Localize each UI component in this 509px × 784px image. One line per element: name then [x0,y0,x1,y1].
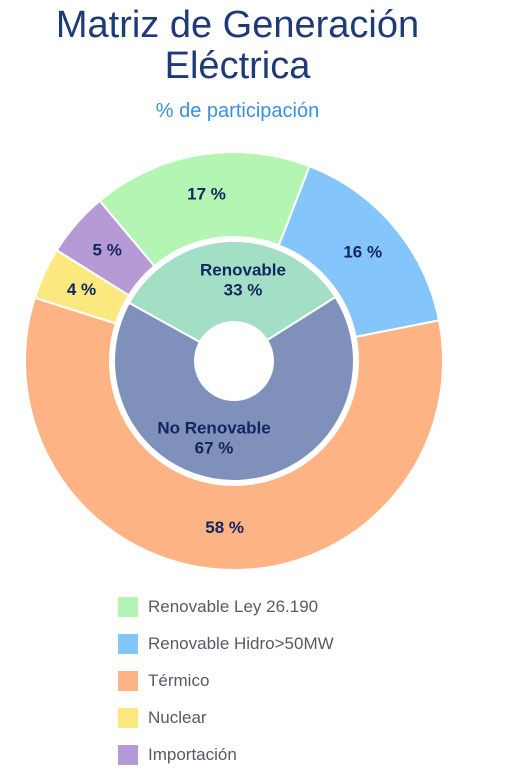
legend-swatch [118,707,138,728]
inner-slice-name: Renovable [200,260,286,279]
legend-item-renovable-hidro[interactable]: Renovable Hidro>50MW [118,625,334,662]
legend-item-importacion[interactable]: Importación [118,736,334,773]
legend: Renovable Ley 26.190 Renovable Hidro>50M… [118,588,334,773]
outer-slice-label: 16 % [343,242,382,261]
legend-label: Nuclear [148,707,207,727]
legend-item-nuclear[interactable]: Nuclear [118,699,334,736]
legend-label: Renovable Hidro>50MW [148,633,334,653]
outer-slice-label: 5 % [93,240,122,259]
outer-slice-label: 58 % [205,518,244,537]
legend-swatch [118,670,138,691]
chart-title-line1: Matriz de Generación [55,4,420,46]
chart-title-line2: Eléctrica [164,45,311,87]
legend-swatch [118,633,138,654]
legend-item-renovable-ley[interactable]: Renovable Ley 26.190 [118,588,334,625]
outer-slice-label: 4 % [67,280,96,299]
inner-slice-name: No Renovable [157,418,270,437]
legend-label: Importación [148,744,237,764]
legend-item-termico[interactable]: Térmico [118,662,334,699]
legend-label: Térmico [148,670,210,690]
donut-hole [194,321,274,401]
legend-label: Renovable Ley 26.190 [148,596,319,616]
outer-slice-label: 17 % [187,185,226,204]
inner-slice-value: 33 % [224,280,263,299]
legend-swatch [118,596,138,617]
inner-slice-value: 67 % [195,438,234,457]
legend-swatch [118,744,138,765]
chart-subtitle: % de participación [155,100,320,122]
